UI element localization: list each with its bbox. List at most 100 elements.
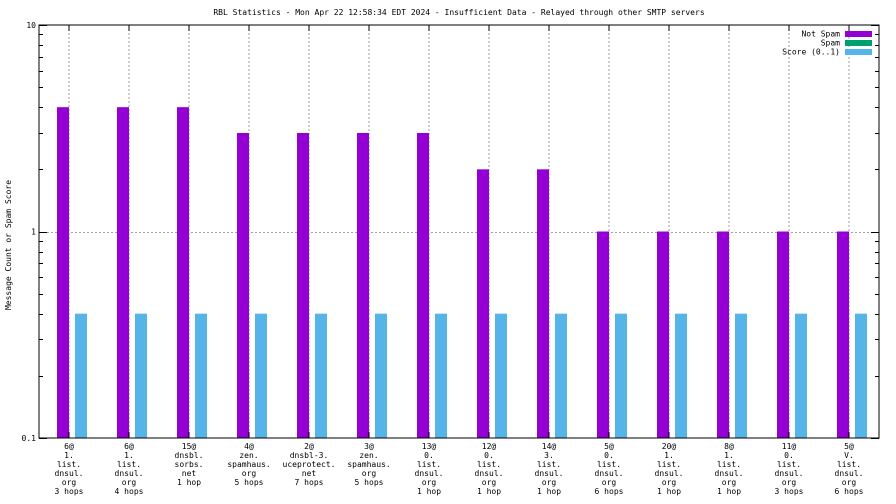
x-tick-label-line: 1 hop bbox=[477, 487, 501, 496]
x-tick-label-line: dnsul. bbox=[115, 469, 144, 478]
x-tick-label-line: uceprotect. bbox=[283, 460, 336, 469]
y-tick-label: 0.1 bbox=[22, 434, 37, 443]
x-tick-label-line: 7 hops bbox=[295, 478, 324, 487]
bar bbox=[675, 313, 687, 438]
bar bbox=[597, 231, 609, 438]
x-tick-label-line: org bbox=[482, 478, 497, 487]
x-tick-label: 15@ dnsbl. sorbs. net 1 hop bbox=[175, 442, 204, 487]
x-tick-label-line: dnsul. bbox=[775, 469, 804, 478]
x-tick-label-line: list. bbox=[597, 460, 621, 469]
x-tick-label-line: list. bbox=[117, 460, 141, 469]
x-tick-label-line: 1. bbox=[724, 451, 734, 460]
x-tick-label-line: 6@ bbox=[124, 442, 134, 451]
bar bbox=[357, 132, 369, 438]
x-tick-label-line: 1 hop bbox=[657, 487, 681, 496]
x-tick-label-line: 1 hop bbox=[417, 487, 441, 496]
x-tick-label-line: dnsbl-3. bbox=[290, 451, 329, 460]
bar bbox=[75, 313, 87, 438]
x-tick-label-line: 5@ bbox=[604, 442, 614, 451]
x-tick-label-line: list. bbox=[657, 460, 681, 469]
bar bbox=[117, 107, 129, 438]
bar bbox=[297, 132, 309, 438]
x-tick-label-line: org bbox=[422, 478, 437, 487]
x-tick-label-line: 13@ bbox=[422, 442, 437, 451]
x-tick-label-line: list. bbox=[717, 460, 741, 469]
x-tick-label: 4@ zen. spamhaus. org 5 hops bbox=[227, 442, 270, 487]
legend-label: Score (0..1) bbox=[782, 48, 840, 57]
x-tick-label-line: 14@ bbox=[542, 442, 557, 451]
legend-swatch bbox=[845, 40, 872, 46]
bar bbox=[477, 169, 489, 438]
bar bbox=[177, 107, 189, 438]
legend-swatch bbox=[845, 31, 872, 37]
x-tick-label-line: 1 hop bbox=[177, 478, 201, 487]
x-tick-label-line: 8@ bbox=[724, 442, 734, 451]
x-tick-label-line: 0. bbox=[424, 451, 434, 460]
x-tick-label: 12@ 0. list. dnsul. org 1 hop bbox=[475, 442, 504, 496]
bar bbox=[315, 313, 327, 438]
x-tick-label-line: org bbox=[362, 469, 377, 478]
x-tick-label-line: list. bbox=[477, 460, 501, 469]
x-tick-label-line: dnsul. bbox=[535, 469, 564, 478]
x-tick-label-line: 1. bbox=[64, 451, 74, 460]
x-tick-label-line: dnsul. bbox=[715, 469, 744, 478]
bar bbox=[555, 313, 567, 438]
x-tick-label-line: 3. bbox=[544, 451, 554, 460]
legend-swatch bbox=[845, 49, 872, 55]
bar bbox=[657, 231, 669, 438]
x-tick-label-line: 5 hops bbox=[235, 478, 264, 487]
x-tick-label: 2@ dnsbl-3. uceprotect. net 7 hops bbox=[283, 442, 336, 487]
x-tick-label-line: 0. bbox=[604, 451, 614, 460]
x-tick-label-line: sorbs. bbox=[175, 460, 204, 469]
x-tick-label: 5@ V. list. dnsul. org 6 hops bbox=[835, 442, 864, 496]
bar bbox=[255, 313, 267, 438]
x-tick-label-line: list. bbox=[777, 460, 801, 469]
x-tick-label-line: 3 hops bbox=[775, 487, 804, 496]
x-tick-label-line: 3@ bbox=[364, 442, 374, 451]
x-tick-label-line: org bbox=[542, 478, 557, 487]
x-tick-label-line: list. bbox=[417, 460, 441, 469]
legend-label: Spam bbox=[821, 39, 840, 48]
bar bbox=[375, 313, 387, 438]
bar bbox=[537, 169, 549, 438]
bar bbox=[717, 231, 729, 438]
legend-label: Not Spam bbox=[801, 30, 840, 39]
x-tick-label-line: dnsul. bbox=[655, 469, 684, 478]
x-tick-label-line: 15@ bbox=[182, 442, 197, 451]
x-tick-label-line: org bbox=[842, 478, 857, 487]
bar bbox=[777, 231, 789, 438]
x-tick-label: 8@ 1. list. dnsul. org 1 hop bbox=[715, 442, 744, 496]
x-tick-label-line: 5@ bbox=[844, 442, 854, 451]
x-tick-label-line: net bbox=[302, 469, 317, 478]
x-tick-label-line: 5 hops bbox=[355, 478, 384, 487]
x-tick-label-line: dnsul. bbox=[835, 469, 864, 478]
axis-ticks: 10 1 0.1 bbox=[22, 21, 879, 443]
x-tick-label-line: 3 hops bbox=[55, 487, 84, 496]
chart-title: RBL Statistics - Mon Apr 22 12:58:34 EDT… bbox=[213, 8, 704, 17]
plot-frame bbox=[38, 24, 880, 439]
y-tick-label: 1 bbox=[31, 228, 36, 237]
x-tick-label-line: dnsul. bbox=[475, 469, 504, 478]
x-tick-label-line: zen. bbox=[359, 451, 378, 460]
x-tick-label-line: list. bbox=[537, 460, 561, 469]
x-tick-label: 11@ 0. list. dnsul. org 3 hops bbox=[775, 442, 804, 496]
x-tick-label: 5@ 0. list. dnsul. org 6 hops bbox=[595, 442, 624, 496]
bar bbox=[435, 313, 447, 438]
x-tick-label-line: 0. bbox=[784, 451, 794, 460]
x-tick-label-line: 0. bbox=[484, 451, 494, 460]
x-tick-label-line: org bbox=[122, 478, 137, 487]
bars bbox=[57, 107, 867, 438]
x-tick-label-line: 11@ bbox=[782, 442, 797, 451]
y-axis-label: Message Count or Spam Score bbox=[4, 180, 13, 310]
x-tick-label-line: spamhaus. bbox=[347, 460, 390, 469]
x-tick-label-line: 2@ bbox=[304, 442, 314, 451]
x-tick-label-line: org bbox=[62, 478, 77, 487]
x-tick-label-line: dnsul. bbox=[55, 469, 84, 478]
bar bbox=[855, 313, 867, 438]
bar bbox=[237, 132, 249, 438]
x-tick-label-line: org bbox=[782, 478, 797, 487]
x-tick-label-line: org bbox=[662, 478, 677, 487]
x-tick-label-line: 1. bbox=[124, 451, 134, 460]
